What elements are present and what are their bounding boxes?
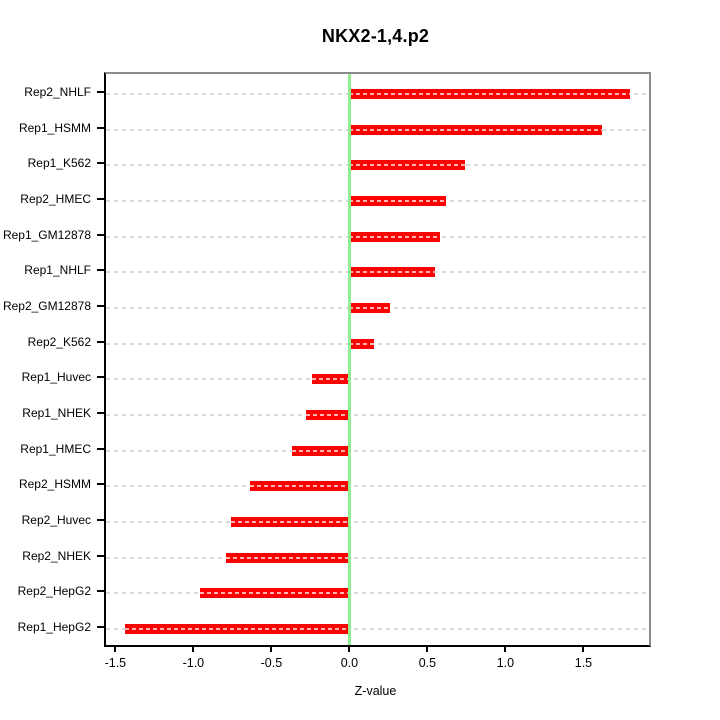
bar-Rep2_Huvec	[230, 517, 350, 527]
y-axis-label-Rep1_NHLF: Rep1_NHLF	[24, 263, 91, 278]
bar-Rep1_HMEC	[291, 445, 350, 456]
y-tick	[97, 447, 104, 450]
y-axis-label-Rep2_GM12878: Rep2_GM12878	[2, 299, 91, 313]
bar-Rep2_NHEK	[226, 552, 350, 563]
gridline	[106, 378, 649, 381]
x-tick-label: 0.5	[418, 656, 437, 670]
bar-stripe	[349, 200, 447, 202]
y-axis-label-Rep2_HSMM: Rep2_HSMM	[18, 477, 91, 492]
y-axis-label-Rep1_NHEK: Rep1_NHEK	[22, 406, 91, 420]
gridline	[106, 485, 649, 488]
y-tick	[97, 590, 104, 593]
x-tick-label: 1.0	[496, 656, 515, 670]
y-tick	[97, 626, 104, 628]
x-tick-label: 1.5	[574, 656, 593, 670]
y-axis-label-Rep1_HepG2: Rep1_HepG2	[17, 620, 91, 634]
bar-Rep2_K562	[349, 338, 375, 349]
bar-Rep1_K562	[349, 160, 465, 171]
y-tick	[97, 483, 104, 486]
y-tick	[97, 376, 104, 379]
bar-Rep1_NHLF	[349, 267, 436, 278]
y-tick	[97, 91, 104, 93]
y-tick	[97, 305, 104, 307]
gridline	[106, 556, 649, 559]
bar-Rep1_HSMM	[349, 124, 603, 135]
bar-stripe	[291, 449, 350, 452]
y-axis-label-Rep2_NHEK: Rep2_NHEK	[22, 548, 91, 563]
chart-title: NKX2-1,4.p2	[321, 26, 430, 46]
bar-stripe	[305, 414, 350, 416]
bar-Rep2_NHLF	[349, 89, 631, 99]
bar-stripe	[226, 556, 350, 559]
y-tick	[97, 269, 104, 272]
y-axis-label-Rep1_HSMM: Rep1_HSMM	[18, 120, 91, 135]
bar-stripe	[349, 128, 603, 131]
gridline	[106, 414, 649, 416]
y-axis-label-Rep2_Huvec: Rep2_Huvec	[21, 513, 91, 527]
y-axis-label-Rep2_HepG2: Rep2_HepG2	[17, 584, 91, 599]
plot-area	[104, 72, 651, 647]
x-tick	[348, 645, 351, 652]
y-axis-label-Rep1_HMEC: Rep1_HMEC	[20, 441, 91, 456]
bar-stripe	[230, 521, 350, 523]
gridline	[106, 628, 649, 630]
bar-Rep1_HepG2	[124, 624, 350, 634]
zero-line	[347, 74, 351, 645]
bar-Rep2_HSMM	[249, 481, 350, 492]
x-tick	[504, 645, 507, 652]
y-tick	[97, 519, 104, 521]
x-tick	[270, 645, 273, 652]
bar-Rep1_GM12878	[349, 231, 440, 242]
y-axis-label-Rep2_HMEC: Rep2_HMEC	[20, 192, 91, 206]
x-tick-label: -1.5	[104, 656, 127, 670]
y-axis-label-Rep1_K562: Rep1_K562	[27, 156, 91, 171]
x-tick	[426, 645, 429, 652]
x-axis-label: Z-value	[354, 684, 397, 698]
bar-stripe	[349, 235, 440, 238]
x-tick-label: 0.0	[340, 656, 359, 670]
y-tick	[97, 554, 104, 557]
y-tick	[97, 233, 104, 236]
x-tick	[114, 645, 117, 652]
bar-stripe	[311, 378, 350, 381]
y-axis-label-Rep1_Huvec: Rep1_Huvec	[21, 370, 91, 385]
y-axis-label-Rep2_K562: Rep2_K562	[27, 334, 91, 349]
bar-Rep1_NHEK	[305, 410, 350, 420]
gridline	[106, 449, 649, 452]
x-tick-label: -1.0	[182, 656, 205, 670]
y-tick	[97, 412, 104, 414]
gridline	[106, 342, 649, 345]
bar-stripe	[349, 164, 465, 167]
y-tick	[97, 126, 104, 129]
bar-Rep2_GM12878	[349, 303, 390, 313]
bar-stripe	[199, 592, 350, 595]
gridline	[106, 592, 649, 595]
y-tick	[97, 198, 104, 200]
y-axis-label-Rep1_GM12878: Rep1_GM12878	[2, 227, 91, 242]
bar-stripe	[349, 307, 390, 309]
bar-stripe	[349, 271, 436, 274]
y-tick	[97, 162, 104, 165]
bar-stripe	[249, 485, 350, 488]
gridline	[106, 521, 649, 523]
y-axis-label-Rep2_NHLF: Rep2_NHLF	[24, 85, 91, 99]
bar-Rep2_HepG2	[199, 588, 350, 599]
bar-Rep1_Huvec	[311, 374, 350, 385]
bar-stripe	[349, 93, 631, 95]
bar-stripe	[124, 628, 350, 630]
x-tick-label: -0.5	[260, 656, 283, 670]
x-tick	[582, 645, 585, 652]
y-tick	[97, 340, 104, 343]
bar-Rep2_HMEC	[349, 196, 447, 206]
x-tick	[192, 645, 195, 652]
bar-stripe	[349, 342, 375, 345]
